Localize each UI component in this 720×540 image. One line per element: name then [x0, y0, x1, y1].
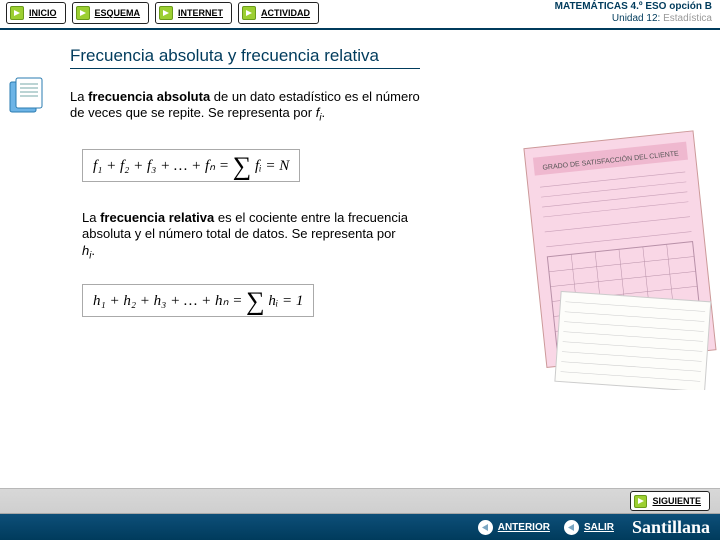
course-name: MATEMÁTICAS 4.º ESO opción B: [555, 1, 712, 13]
formula-2: h₁ + h₂ + h₃ + … + hₙ = ∑ hᵢ = 1: [82, 284, 314, 317]
sigma-icon: ∑: [246, 287, 265, 316]
nav-label: INTERNET: [178, 8, 223, 18]
nav-label: ESQUEMA: [95, 8, 141, 18]
next-bar: SIGUIENTE: [0, 488, 720, 514]
content-area: Frecuencia absoluta y frecuencia relativ…: [0, 30, 720, 490]
nav-label: ACTIVIDAD: [261, 8, 310, 18]
sigma-icon: ∑: [233, 152, 252, 181]
play-icon: [76, 6, 90, 20]
prev-label: ANTERIOR: [498, 522, 550, 533]
play-icon: [159, 6, 173, 20]
formula-1: f₁ + f₂ + f₃ + … + fₙ = ∑ fᵢ = N: [82, 149, 300, 182]
survey-clipart: GRADO DE SATISFACCIÓN DEL CLIENTE: [505, 110, 720, 390]
course-header: MATEMÁTICAS 4.º ESO opción B Unidad 12: …: [555, 1, 712, 25]
nav-label: INICIO: [29, 8, 57, 18]
next-label: SIGUIENTE: [652, 496, 701, 506]
next-button[interactable]: SIGUIENTE: [630, 491, 710, 511]
nav-internet-button[interactable]: INTERNET: [155, 2, 232, 24]
play-icon: [242, 6, 256, 20]
paragraph-1: La frecuencia absoluta de un dato estadí…: [70, 89, 420, 125]
footer: SIGUIENTE ANTERIOR SALIR Santillana: [0, 488, 720, 540]
top-nav-bar: INICIO ESQUEMA INTERNET ACTIVIDAD MATEMÁ…: [0, 0, 720, 30]
unit-prefix: Unidad 12:: [612, 13, 660, 24]
nav-inicio-button[interactable]: INICIO: [6, 2, 66, 24]
document-icon: [6, 76, 46, 116]
paragraph-2: La frecuencia relativa es el cociente en…: [82, 210, 412, 262]
unit-name: Estadística: [663, 13, 712, 24]
play-icon: [10, 6, 24, 20]
exit-button[interactable]: SALIR: [564, 520, 614, 535]
exit-label: SALIR: [584, 522, 614, 533]
page-title: Frecuencia absoluta y frecuencia relativ…: [70, 46, 420, 69]
back-icon: [564, 520, 579, 535]
nav-esquema-button[interactable]: ESQUEMA: [72, 2, 150, 24]
play-icon: [634, 495, 647, 508]
brand-logo: Santillana: [632, 517, 710, 538]
prev-button[interactable]: ANTERIOR: [478, 520, 550, 535]
bottom-bar: ANTERIOR SALIR Santillana: [0, 514, 720, 540]
back-icon: [478, 520, 493, 535]
nav-actividad-button[interactable]: ACTIVIDAD: [238, 2, 319, 24]
